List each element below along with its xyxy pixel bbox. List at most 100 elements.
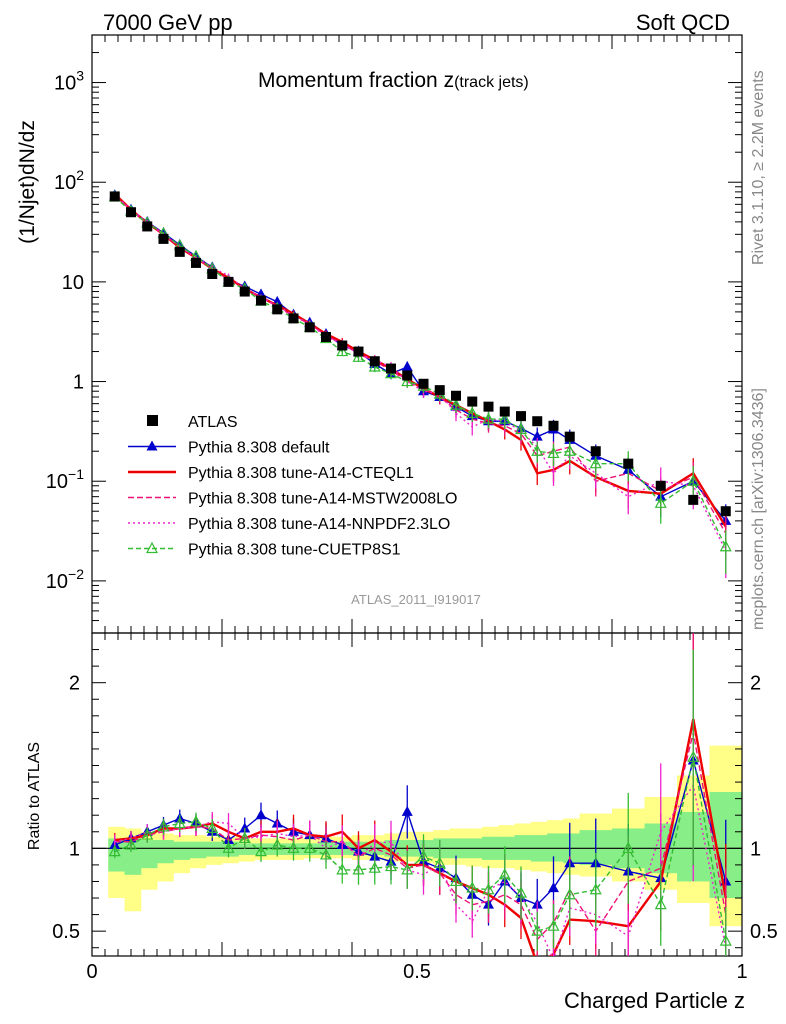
legend-label: Pythia 8.308 tune-A14-NNPDF2.3LO xyxy=(188,516,450,533)
cuetp8s1-marker xyxy=(255,844,267,857)
atlas-marker xyxy=(532,416,543,427)
cuetp8s1-marker xyxy=(385,859,397,872)
x-axis-label: Charged Particle z xyxy=(564,988,745,1013)
cuetp8s1-marker xyxy=(622,841,635,853)
atlas-marker xyxy=(386,363,396,374)
atlas-marker xyxy=(467,396,478,407)
atlas-marker xyxy=(590,446,601,457)
cuetp8s1-marker xyxy=(303,841,316,853)
atlas-marker xyxy=(142,221,153,232)
cuetp8s1-marker xyxy=(498,868,511,880)
default-marker xyxy=(146,440,158,451)
header-energy-label: 7000 GeV pp xyxy=(103,10,233,35)
cuetp8s1-marker xyxy=(482,882,495,895)
y-tick-label: 103 xyxy=(54,68,84,95)
cuetp8s1-marker xyxy=(336,863,349,875)
y-tick-label: 10−2 xyxy=(46,566,84,593)
ratio-y-tick-label-right: 1 xyxy=(750,838,761,860)
cuetp8s1-marker xyxy=(417,849,430,862)
cuetp8s1-marker xyxy=(719,934,732,946)
plot-title: Momentum fraction z(track jets) xyxy=(258,69,529,92)
atlas-marker xyxy=(337,340,348,351)
atlas-marker xyxy=(109,191,120,202)
atlas-marker xyxy=(174,246,185,257)
band-green-bin xyxy=(303,843,320,855)
default-marker xyxy=(401,805,413,816)
ratio-y-tick-label: 1 xyxy=(69,838,80,860)
atlas-marker xyxy=(402,370,413,381)
main-series-group xyxy=(108,189,732,579)
cuetp8s1-marker xyxy=(547,446,560,459)
cuetp8s1-marker xyxy=(450,874,462,887)
cuetp8s1-marker xyxy=(498,412,511,424)
cuetp8s1-marker xyxy=(222,841,235,853)
cuetp8s1-marker xyxy=(531,924,544,936)
default-marker xyxy=(255,809,267,820)
atlas-marker xyxy=(126,207,136,218)
band-green-bin xyxy=(287,843,304,855)
y-tick-label: 1 xyxy=(73,372,84,394)
atlas-marker xyxy=(321,331,331,342)
cuetp8s1-marker xyxy=(515,422,527,435)
atlas-marker xyxy=(288,313,299,324)
cuetp8s1-marker xyxy=(589,456,602,469)
main-y-axis-label: (1/Njet)dN/dz xyxy=(16,120,39,244)
cuetp8s1-marker xyxy=(352,350,365,362)
band-green-bin xyxy=(157,840,174,864)
y-tick-label: 10 xyxy=(62,272,84,294)
x-tick-label: 1 xyxy=(736,961,747,983)
legend: ATLAS Pythia 8.308 default Pythia 8.308 tu… xyxy=(128,414,457,559)
mcplots-source-label: mcplots.cern.ch [arXiv:1306.3436] xyxy=(750,388,767,630)
rivet-version-label: Rivet 3.1.10, ≥ 2.2M events xyxy=(750,70,767,265)
y-tick-label: 102 xyxy=(54,167,84,194)
atlas-marker xyxy=(353,346,364,357)
default-marker xyxy=(548,882,559,893)
atlas-marker xyxy=(158,233,169,244)
atlas-marker xyxy=(369,356,380,367)
cuetp8s1-marker xyxy=(563,444,576,456)
atlas-marker xyxy=(223,276,234,287)
cuetp8s1-marker xyxy=(368,861,381,873)
atlas-marker xyxy=(688,494,699,505)
atlas-marker xyxy=(516,411,526,422)
atlas-marker xyxy=(499,406,510,417)
atlas-marker xyxy=(655,480,666,491)
atlas-marker xyxy=(564,431,575,442)
cuetp8s1-marker xyxy=(190,815,202,827)
ratio-axis-ticks: 0.5 0.51 12 20 0.5 1 xyxy=(52,633,778,983)
atlas-marker xyxy=(434,385,445,396)
cuetp8s1-marker xyxy=(125,838,137,850)
cuetp8s1-marker xyxy=(352,863,365,875)
cuetp8s1-marker xyxy=(654,897,667,910)
cuetp8s1-marker xyxy=(531,444,544,456)
cuetp8s1-marker xyxy=(401,374,414,387)
band-green-bin xyxy=(547,833,564,862)
atlas-marker xyxy=(548,420,559,431)
band-green-bin xyxy=(514,835,532,860)
atlas-marker xyxy=(451,390,461,401)
legend-label: Pythia 8.308 tune-A14-CTEQL1 xyxy=(188,465,414,482)
band-green-bin xyxy=(140,840,158,869)
series-line-cuetp8s1 xyxy=(114,757,727,942)
cuetp8s1-marker xyxy=(238,831,251,843)
series-line-mstw xyxy=(114,194,727,534)
x-tick-label: 0 xyxy=(86,961,97,983)
ratio-plot-frame xyxy=(91,632,743,957)
default-marker xyxy=(401,360,413,371)
atlas-marker xyxy=(191,257,201,268)
atlas-marker xyxy=(483,401,494,412)
cuetp8s1-marker xyxy=(271,838,284,850)
cuetp8s1-marker xyxy=(547,919,560,931)
main-axis-ticks: 10−2 10−1 1 10 102 103 xyxy=(46,34,743,634)
atlas-marker xyxy=(304,322,315,333)
atlas-marker xyxy=(623,458,634,469)
series-line-nnpdf xyxy=(114,783,727,956)
cuetp8s1-marker xyxy=(687,474,700,486)
cuetp8s1-marker xyxy=(654,496,667,508)
series-line-mstw xyxy=(114,732,727,941)
band-green-bin xyxy=(124,838,142,875)
cuetp8s1-marker xyxy=(482,412,495,424)
band-green-bin xyxy=(173,841,190,860)
legend-atlas-marker xyxy=(147,415,158,426)
